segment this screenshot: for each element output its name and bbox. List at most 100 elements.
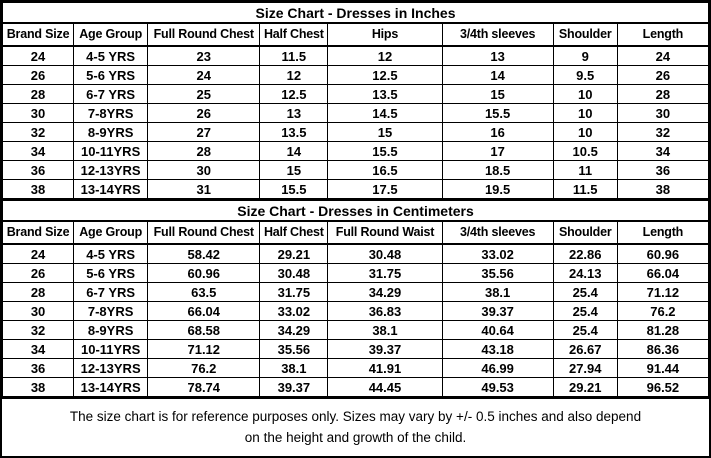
table-cell: 13.5 [327, 84, 443, 104]
table-cell: 41.91 [327, 358, 443, 378]
table-cell: 76.2 [616, 301, 709, 321]
table-cell: 36 [616, 160, 709, 180]
table-cell: 32 [2, 320, 75, 340]
table-cell: 43.18 [441, 339, 554, 359]
table-cell: 30.48 [259, 263, 329, 283]
table-row: 26 5-6 YRS 24 12 12.5 14 9.5 26 [2, 65, 709, 85]
table-cell: 38.1 [327, 320, 443, 340]
table-row: 32 8-9YRS 27 13.5 15 16 10 32 [2, 122, 709, 142]
table-cell: 31.75 [327, 263, 443, 283]
table-cell: 12-13YRS [73, 358, 149, 378]
table-title-row: Size Chart - Dresses in Centimeters [2, 199, 709, 222]
table-cell: 27.94 [552, 358, 618, 378]
table-cell: 39.37 [327, 339, 443, 359]
table-cell: 71.12 [616, 282, 709, 302]
footer-line-1: The size chart is for reference purposes… [69, 409, 642, 425]
table-cell: 68.58 [147, 320, 261, 340]
table-cell: 26 [616, 65, 709, 85]
table-cell: 10 [552, 84, 618, 104]
table-cell: 13 [441, 45, 554, 66]
table-row: 24 4-5 YRS 58.42 29.21 30.48 33.02 22.86 60.96 [2, 243, 709, 264]
table-cell: 24.13 [552, 263, 618, 283]
table-cell: 39.37 [259, 377, 329, 397]
table-cell: 58.42 [147, 243, 261, 264]
header-cell: Half Chest [259, 22, 329, 47]
table-cell: 19.5 [441, 179, 554, 199]
table-cell: 13 [259, 103, 329, 123]
table-cell: 14 [441, 65, 554, 85]
table-cell: 7-8YRS [73, 103, 149, 123]
table-cell: 6-7 YRS [73, 84, 149, 104]
table-cell: 11.5 [552, 179, 618, 199]
table-header-row: Brand Size Age Group Full Round Chest Half … [2, 22, 709, 47]
header-cell: Full Round Chest [147, 22, 261, 47]
table-row: 30 7-8YRS 66.04 33.02 36.83 39.37 25.4 76.2 [2, 301, 709, 321]
table-row: 26 5-6 YRS 60.96 30.48 31.75 35.56 24.13 66.04 [2, 263, 709, 283]
table-cell: 13-14YRS [73, 377, 149, 397]
table-cell: 30 [2, 301, 75, 321]
table-cell: 35.56 [441, 263, 554, 283]
table-cell: 91.44 [616, 358, 709, 378]
table-row: 36 12-13YRS 76.2 38.1 41.91 46.99 27.94 91.44 [2, 358, 709, 378]
table-row: 32 8-9YRS 68.58 34.29 38.1 40.64 25.4 81.28 [2, 320, 709, 340]
table-cell: 60.96 [147, 263, 261, 283]
table-cell: 28 [2, 84, 75, 104]
table-cell: 28 [147, 141, 261, 161]
table-cell: 9.5 [552, 65, 618, 85]
table-cell: 29.21 [552, 377, 618, 397]
table-cell: 10-11YRS [73, 339, 149, 359]
table-cell: 39.37 [441, 301, 554, 321]
table-cell: 38 [2, 179, 75, 199]
table-cell: 30 [147, 160, 261, 180]
table-cell: 63.5 [147, 282, 261, 302]
table-cell: 10 [552, 122, 618, 142]
table-cell: 5-6 YRS [73, 65, 149, 85]
table-cell: 60.96 [616, 243, 709, 264]
table-cell: 66.04 [147, 301, 261, 321]
table-cell: 86.36 [616, 339, 709, 359]
table-cell: 32 [2, 122, 75, 142]
table-cell: 15.5 [259, 179, 329, 199]
table-cell: 4-5 YRS [73, 243, 149, 264]
table-cell: 38.1 [441, 282, 554, 302]
table-cell: 12.5 [327, 65, 443, 85]
table-cell: 24 [2, 243, 75, 264]
table-cell: 66.04 [616, 263, 709, 283]
table-cell: 34 [2, 141, 75, 161]
table-cell: 15 [441, 84, 554, 104]
table-cell: 24 [2, 45, 75, 66]
table-cell: 25.4 [552, 301, 618, 321]
table-cell: 5-6 YRS [73, 263, 149, 283]
table-cell: 35.56 [259, 339, 329, 359]
header-cell: Age Group [73, 220, 149, 245]
table-cell: 25.4 [552, 282, 618, 302]
table-cell: 30 [2, 103, 75, 123]
table-cell: 34 [616, 141, 709, 161]
header-cell: Half Chest [259, 220, 329, 245]
table-cell: 24 [616, 45, 709, 66]
table-cell: 16.5 [327, 160, 443, 180]
table-cell: 10.5 [552, 141, 618, 161]
table-cell: 22.86 [552, 243, 618, 264]
footer-note: The size chart is for reference purposes… [2, 397, 709, 456]
table-cell: 32 [616, 122, 709, 142]
table-title: Size Chart - Dresses in Inches [2, 2, 709, 24]
header-cell: Length [616, 22, 709, 47]
table-cell: 96.52 [616, 377, 709, 397]
table-cell: 38 [2, 377, 75, 397]
table-cell: 13-14YRS [73, 179, 149, 199]
table-cell: 18.5 [441, 160, 554, 180]
table-title: Size Chart - Dresses in Centimeters [2, 199, 709, 222]
table-row: 28 6-7 YRS 63.5 31.75 34.29 38.1 25.4 71.12 [2, 282, 709, 302]
table-cell: 28 [2, 282, 75, 302]
table-cell: 34 [2, 339, 75, 359]
table-cell: 16 [441, 122, 554, 142]
table-cell: 11.5 [259, 45, 329, 66]
table-cell: 14 [259, 141, 329, 161]
table-cell: 6-7 YRS [73, 282, 149, 302]
header-cell: Length [616, 220, 709, 245]
table-cell: 30.48 [327, 243, 443, 264]
table-cell: 26 [2, 65, 75, 85]
table-cell: 36 [2, 358, 75, 378]
